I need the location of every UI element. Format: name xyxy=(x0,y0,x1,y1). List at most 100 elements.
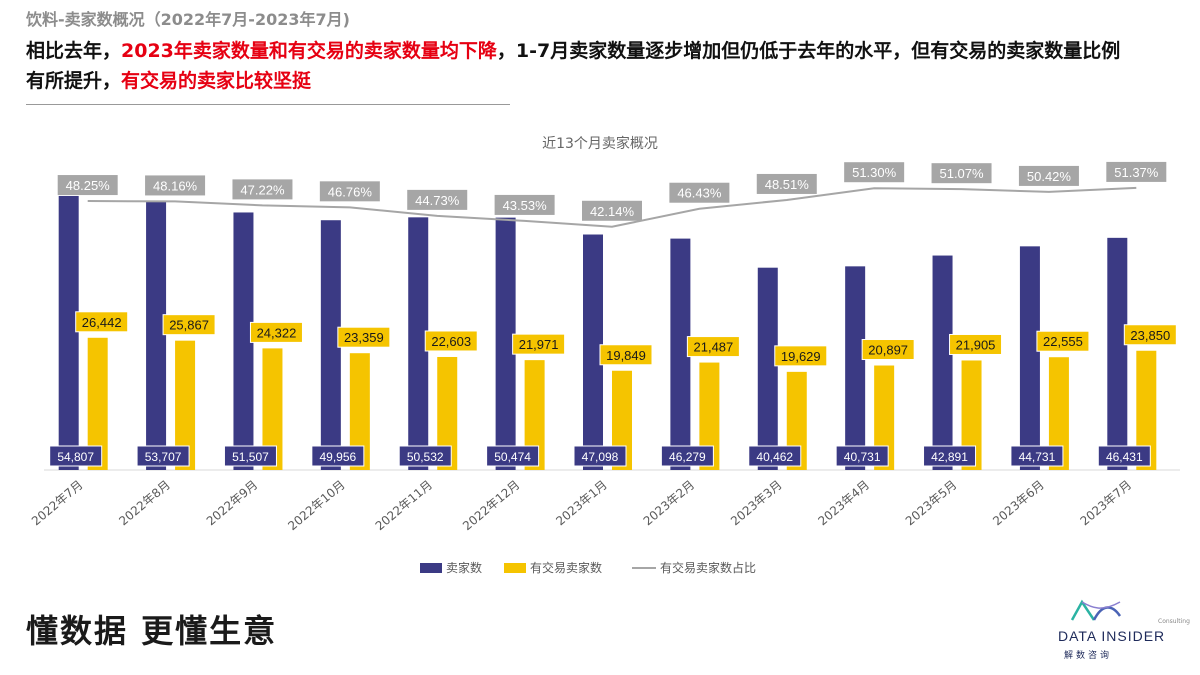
ratio-label-bg xyxy=(494,194,555,215)
ratio-label: 46.43% xyxy=(677,186,722,201)
seller-bar xyxy=(670,238,691,470)
ratio-label: 51.07% xyxy=(939,166,984,181)
trading-label-bg xyxy=(1123,324,1177,346)
ratio-label-bg xyxy=(669,182,730,203)
trading-bar xyxy=(1048,357,1069,470)
trading-label: 23,850 xyxy=(1130,328,1170,343)
seller-bar xyxy=(233,212,254,470)
ratio-label-bg xyxy=(1018,165,1079,186)
trading-label: 20,897 xyxy=(868,343,908,358)
trading-bar xyxy=(87,337,108,470)
seller-bar xyxy=(1019,246,1040,470)
trading-label: 23,359 xyxy=(344,330,384,345)
supertitle: 饮料-卖家数概况（2022年7月-2023年7月) xyxy=(26,10,350,29)
trading-label-bg xyxy=(75,311,129,333)
trading-label-bg xyxy=(162,314,216,336)
seller-label: 42,891 xyxy=(931,450,968,464)
ratio-label-bg xyxy=(407,189,468,210)
trading-bar xyxy=(524,360,545,470)
seller-label: 46,279 xyxy=(669,450,706,464)
trading-label-bg xyxy=(774,345,828,367)
ratio-label-bg xyxy=(232,179,293,200)
ratio-label: 48.51% xyxy=(765,177,810,192)
ratio-label-bg xyxy=(1106,161,1167,182)
x-tick-label: 2022年9月 xyxy=(204,478,261,529)
seller-label-bg xyxy=(486,445,540,467)
seller-label-bg xyxy=(923,445,977,467)
x-tick-label: 2023年4月 xyxy=(815,478,872,529)
legend-label-sellers: 卖家数 xyxy=(446,560,482,575)
x-tick-label: 2022年7月 xyxy=(29,478,86,529)
chart-title: 近13个月卖家概况 xyxy=(542,135,658,152)
ratio-label-bg xyxy=(319,181,380,202)
seller-label-bg xyxy=(1097,445,1151,467)
ratio-label: 44.73% xyxy=(415,193,460,208)
seller-label: 40,462 xyxy=(756,450,793,464)
trading-label-bg xyxy=(512,333,566,355)
ratio-label: 43.53% xyxy=(503,198,548,213)
seller-label: 50,474 xyxy=(494,450,531,464)
seller-label: 54,807 xyxy=(57,450,94,464)
x-tick-label: 2023年2月 xyxy=(641,478,698,529)
trading-label-bg xyxy=(424,330,478,352)
ratio-label-bg xyxy=(844,162,905,183)
x-tick-label: 2022年8月 xyxy=(116,478,173,529)
trading-label: 25,867 xyxy=(169,318,209,333)
ratio-label: 42.14% xyxy=(590,204,635,219)
trading-label: 22,603 xyxy=(431,334,471,349)
trading-label-bg xyxy=(249,321,303,343)
trading-label: 21,487 xyxy=(694,340,734,355)
headline-highlight: 有交易的卖家比较坚挺 xyxy=(121,70,312,92)
trading-bar xyxy=(699,362,720,470)
trading-label-bg xyxy=(337,326,391,348)
headline: 相比去年，2023年卖家数量和有交易的卖家数量均下降，1-7月卖家数量逐步增加但… xyxy=(26,36,1126,96)
ratio-label: 46.76% xyxy=(328,184,373,199)
legend-swatch-trading xyxy=(504,563,526,573)
headline-text: ，1-7月卖家数量逐步增加但仍低于去年的水平，但有交易的卖家数量比例有所提升， xyxy=(26,40,1121,92)
ratio-label: 51.37% xyxy=(1114,165,1159,180)
slogan: 懂数据 更懂生意 xyxy=(26,612,278,650)
seller-bar xyxy=(495,217,516,470)
x-tick-label: 2023年7月 xyxy=(1078,478,1135,529)
brand-mark-icon xyxy=(1070,599,1122,621)
seller-bar xyxy=(408,217,429,470)
seller-bar xyxy=(320,220,341,470)
seller-bar xyxy=(58,195,79,470)
trading-label: 19,629 xyxy=(781,349,821,364)
legend-swatch-sellers xyxy=(420,563,442,573)
trading-label-bg xyxy=(686,336,740,358)
trading-label: 19,849 xyxy=(606,348,646,363)
brand-subtitle: 解数咨询 xyxy=(1064,651,1113,661)
seller-label: 50,532 xyxy=(407,450,444,464)
seller-label: 47,098 xyxy=(582,450,619,464)
seller-label: 53,707 xyxy=(145,450,182,464)
trading-bar xyxy=(437,356,458,470)
brand-name: DATA INSIDER xyxy=(1058,628,1166,644)
trading-bar xyxy=(1136,350,1157,470)
brand-logo: Consulting DATA INSIDER 解数咨询 xyxy=(1058,596,1190,666)
trading-label: 26,442 xyxy=(82,315,122,330)
ratio-label: 50.42% xyxy=(1027,169,1072,184)
legend-label-trading: 有交易卖家数 xyxy=(530,560,602,575)
x-tick-label: 2022年10月 xyxy=(285,478,347,534)
seller-label-bg xyxy=(1010,445,1064,467)
ratio-label-bg xyxy=(756,173,817,194)
trading-bar xyxy=(175,340,196,470)
legend-label-ratio: 有交易卖家数占比 xyxy=(660,560,756,575)
seller-label-bg xyxy=(311,445,365,467)
ratio-label-bg xyxy=(57,175,118,196)
trading-bar xyxy=(612,370,632,470)
trading-label-bg xyxy=(1036,330,1090,352)
seller-label: 49,956 xyxy=(319,450,356,464)
seller-label-bg xyxy=(660,445,714,467)
x-tick-label: 2023年3月 xyxy=(728,478,785,529)
seller-bar xyxy=(757,267,778,470)
seller-label: 46,431 xyxy=(1106,450,1143,464)
seller-overview-chart: 近13个月卖家概况 54,807 26,442 2022年7月 53,707 25,867… xyxy=(29,135,1180,575)
ratio-line xyxy=(87,186,1137,228)
seller-label-bg xyxy=(398,445,452,467)
seller-label-bg xyxy=(748,445,802,467)
trading-label-bg xyxy=(861,339,915,361)
ratio-label-bg xyxy=(145,175,206,196)
trading-bar xyxy=(961,360,982,470)
